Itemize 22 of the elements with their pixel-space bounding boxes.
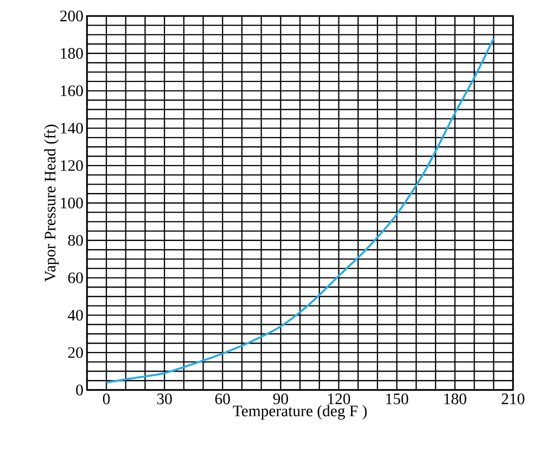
x-tick-label: 180: [444, 394, 466, 404]
y-tick-label: 120: [60, 160, 83, 171]
x-axis-title: Temperature (deg F ): [232, 405, 367, 420]
y-tick-label: 20: [68, 347, 83, 358]
line-series: [105, 37, 495, 384]
y-tick-label: 200: [60, 10, 83, 22]
y-axis-title: Vapor Pressure Head (ft): [44, 124, 59, 282]
y-tick-label: 100: [60, 198, 83, 208]
y-tick-label: 40: [68, 310, 83, 321]
y-tick-label: 80: [68, 235, 83, 246]
x-tick-label: 30: [157, 394, 172, 404]
x-tick-label: 210: [502, 394, 524, 404]
x-tick-label: 90: [273, 394, 288, 404]
y-tick-label: 0: [76, 384, 83, 396]
x-tick-label: 60: [215, 394, 230, 404]
y-tick-label: 140: [60, 122, 83, 134]
y-tick-label: 180: [60, 48, 83, 59]
y-tick-label: 60: [68, 272, 83, 284]
x-tick-label: 0: [102, 394, 110, 404]
x-tick-label: 150: [386, 394, 408, 404]
x-tick-label: 120: [328, 394, 350, 404]
y-tick-label: 160: [60, 85, 83, 96]
